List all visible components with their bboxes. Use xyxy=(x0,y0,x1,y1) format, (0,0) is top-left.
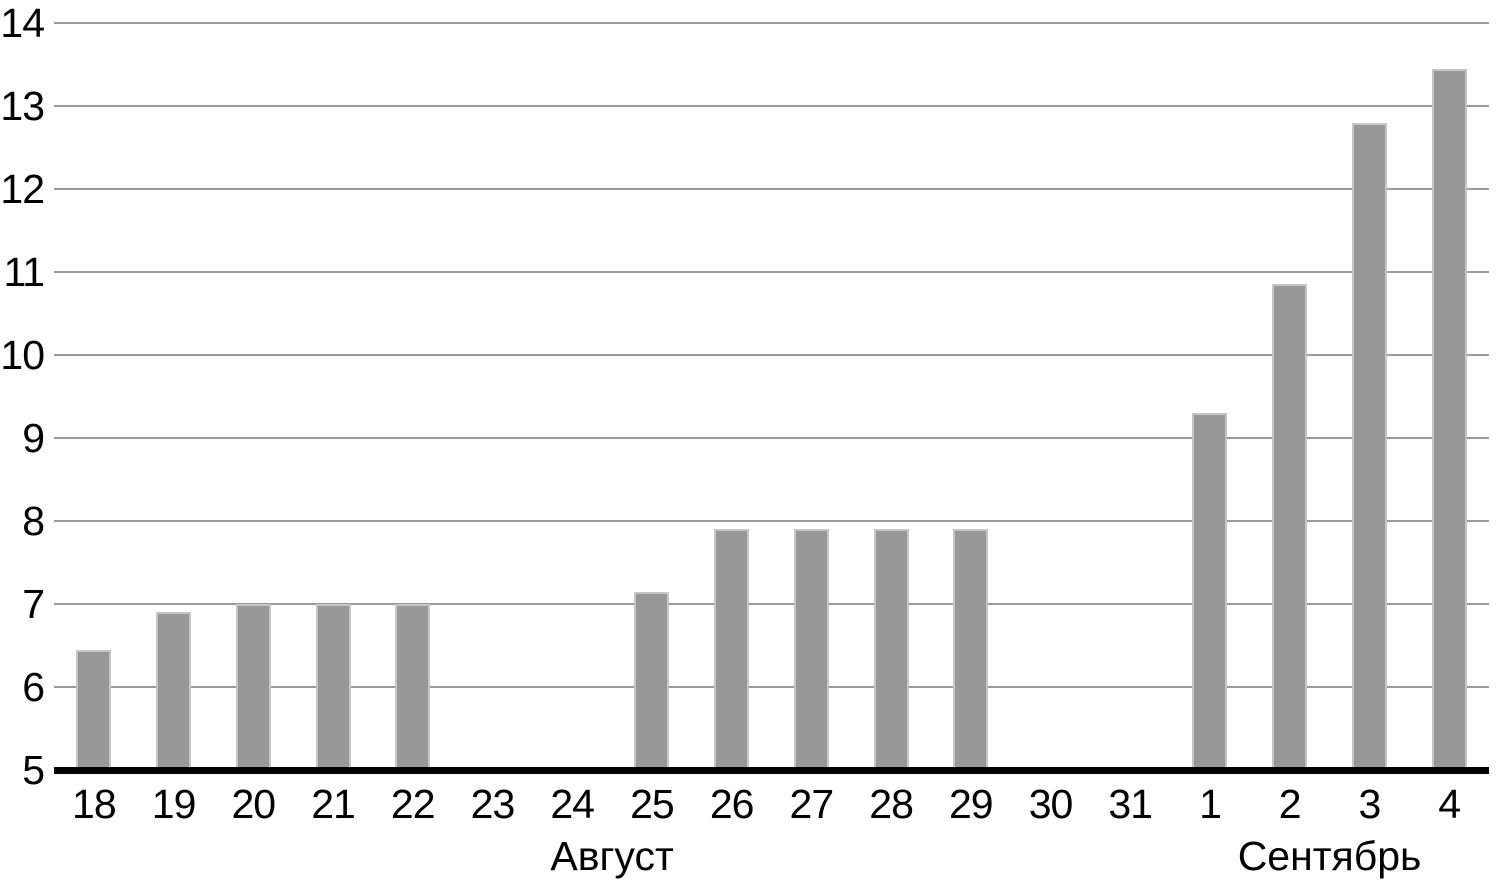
x-tick-label-18: 18 xyxy=(72,781,117,827)
y-tick-label-9: 9 xyxy=(22,415,45,461)
gridline-9 xyxy=(54,437,1489,439)
x-axis-line xyxy=(54,767,1489,774)
x-tick-label-19: 19 xyxy=(151,781,197,827)
month-label-Сентябрь: Сентябрь xyxy=(1237,833,1422,879)
y-tick-label-8: 8 xyxy=(22,498,45,544)
y-tick-label-13: 13 xyxy=(0,83,45,129)
y-tick-label-14: 14 xyxy=(0,0,45,46)
gridline-10 xyxy=(54,354,1489,356)
x-tick-label-28: 28 xyxy=(869,781,914,827)
gridline-7 xyxy=(54,603,1489,605)
x-tick-label-25: 25 xyxy=(630,781,675,827)
x-tick-label-26: 26 xyxy=(709,781,755,827)
y-tick-label-5: 5 xyxy=(22,747,45,793)
bar-26 xyxy=(714,529,750,767)
x-tick-label-23: 23 xyxy=(470,781,516,827)
month-label-Август: Август xyxy=(550,833,674,879)
bar-3 xyxy=(1351,122,1387,767)
x-tick-label-22: 22 xyxy=(390,781,436,827)
bar-19 xyxy=(156,612,192,767)
x-tick-label-30: 30 xyxy=(1028,781,1074,827)
y-tick-label-11: 11 xyxy=(3,249,45,295)
gridline-12 xyxy=(54,188,1489,190)
bar-18 xyxy=(76,649,112,767)
y-tick-label-10: 10 xyxy=(0,332,45,378)
x-tick-label-21: 21 xyxy=(311,781,356,827)
x-tick-label-27: 27 xyxy=(789,781,835,827)
y-tick-label-7: 7 xyxy=(22,581,45,627)
y-tick-label-6: 6 xyxy=(22,664,45,710)
bar-29 xyxy=(953,529,989,767)
gridline-11 xyxy=(54,271,1489,273)
y-tick-label-12: 12 xyxy=(0,166,45,212)
bar-25 xyxy=(634,591,670,767)
bar-27 xyxy=(793,529,829,767)
bar-22 xyxy=(395,604,431,767)
x-tick-label-24: 24 xyxy=(550,781,595,827)
x-tick-label-4: 4 xyxy=(1438,781,1461,827)
bar-2 xyxy=(1272,284,1308,767)
x-tick-label-3: 3 xyxy=(1358,781,1382,827)
gridline-8 xyxy=(54,520,1489,522)
bar-20 xyxy=(235,604,271,767)
x-tick-label-1: 1 xyxy=(1199,781,1222,827)
gridline-14 xyxy=(54,22,1489,24)
bar-4 xyxy=(1431,68,1467,767)
x-tick-label-20: 20 xyxy=(231,781,276,827)
x-tick-label-31: 31 xyxy=(1108,781,1153,827)
gridline-13 xyxy=(54,105,1489,107)
bar-1 xyxy=(1192,413,1228,767)
bar-21 xyxy=(315,604,351,767)
gridline-6 xyxy=(54,686,1489,688)
x-tick-label-2: 2 xyxy=(1278,781,1302,827)
x-tick-label-29: 29 xyxy=(948,781,994,827)
bar-28 xyxy=(873,529,909,767)
